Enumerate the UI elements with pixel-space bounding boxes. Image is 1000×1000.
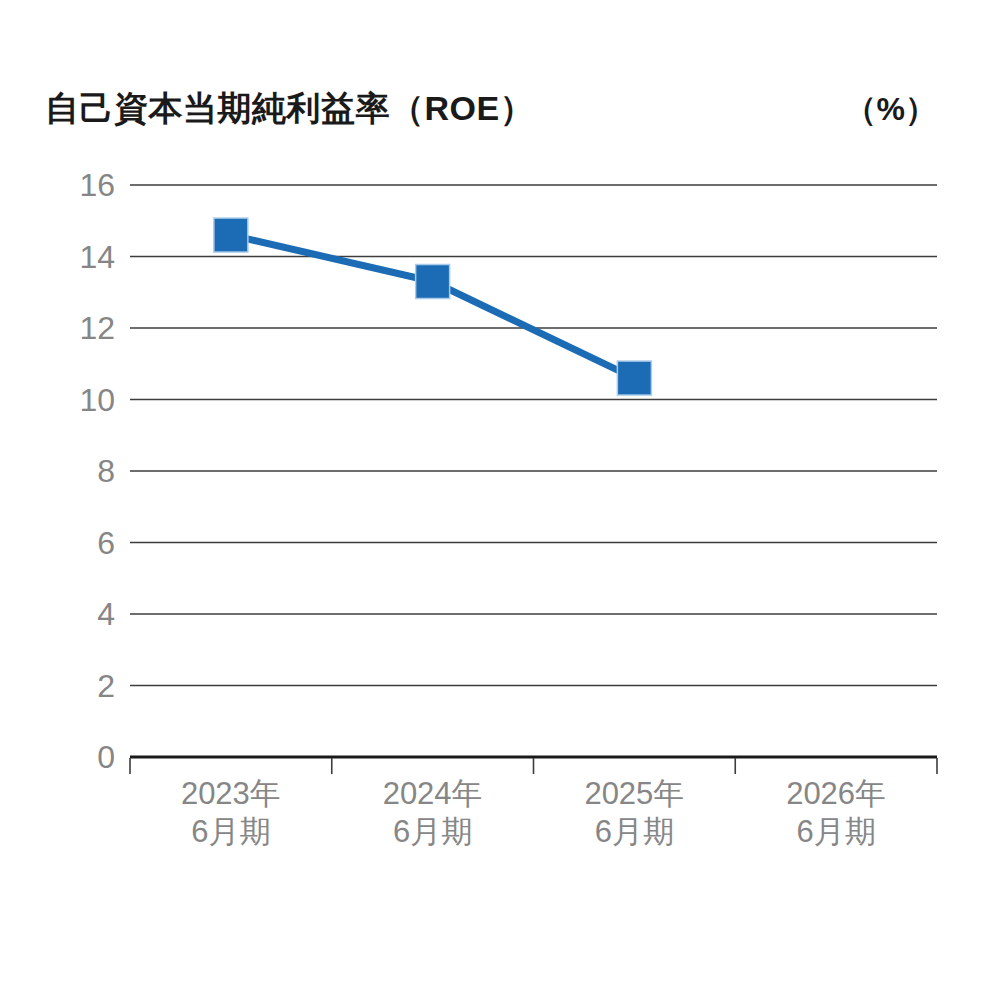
data-point-marker [617,361,651,395]
y-tick-label: 14 [79,239,115,275]
y-tick-label: 6 [97,525,115,561]
y-tick-label: 8 [97,453,115,489]
y-tick-label: 16 [79,167,115,203]
y-tick-label: 0 [97,739,115,775]
y-tick-label: 4 [97,596,115,632]
roe-line-chart: 0 2 4 6 8 10 12 14 16 2023年6月期 2024年6月期 2025年6月期 202… [0,0,1000,1000]
y-tick-label: 12 [79,310,115,346]
chart-page: 自己資本当期純利益率（ROE） （%） 02468101214162023年6月… [0,0,1000,1000]
x-tick-label: 2024年6月期 [383,776,483,849]
y-tick-label: 10 [79,382,115,418]
data-point-marker [416,265,450,299]
x-tick-label: 2023年6月期 [181,776,281,849]
x-tick-label: 2025年6月期 [584,776,684,849]
data-point-marker [214,218,248,252]
y-tick-label: 2 [97,668,115,704]
x-tick-label: 2026年6月期 [786,776,886,849]
